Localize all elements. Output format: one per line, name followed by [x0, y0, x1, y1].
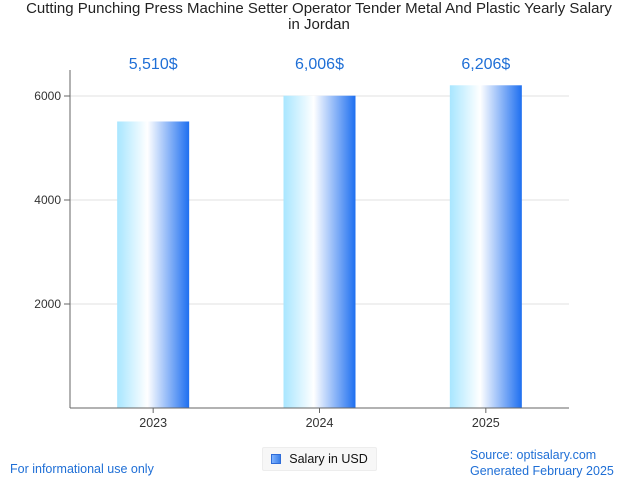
- legend-swatch: [271, 454, 282, 464]
- y-tick-label: 6000: [34, 89, 61, 103]
- chart-title: Cutting Punching Press Machine Setter Op…: [0, 1, 638, 33]
- source-info: Source: optisalary.com Generated Februar…: [470, 447, 614, 479]
- chart-title-line-1: Cutting Punching Press Machine Setter Op…: [26, 0, 612, 17]
- disclaimer-text: For informational use only: [10, 462, 154, 476]
- value-label-2024: 6,006$: [295, 56, 344, 73]
- x-tick-label: 2024: [306, 416, 334, 430]
- legend: Salary in USD: [262, 447, 377, 471]
- value-label-2023: 5,510$: [129, 56, 178, 73]
- legend-label: Salary in USD: [289, 452, 368, 466]
- value-label-2025: 6,206$: [461, 56, 510, 73]
- bar-2025: [449, 85, 522, 409]
- x-tick-label: 2023: [139, 416, 167, 430]
- y-tick-label: 2000: [34, 297, 61, 311]
- x-tick-label: 2025: [472, 416, 500, 430]
- bar-2024: [283, 95, 356, 409]
- bar-2023: [117, 121, 190, 408]
- generated-date: Generated February 2025: [470, 464, 614, 478]
- chart-title-line-2: in Jordan: [288, 16, 350, 33]
- y-tick-label: 4000: [34, 193, 61, 207]
- source-link[interactable]: Source: optisalary.com: [470, 448, 597, 462]
